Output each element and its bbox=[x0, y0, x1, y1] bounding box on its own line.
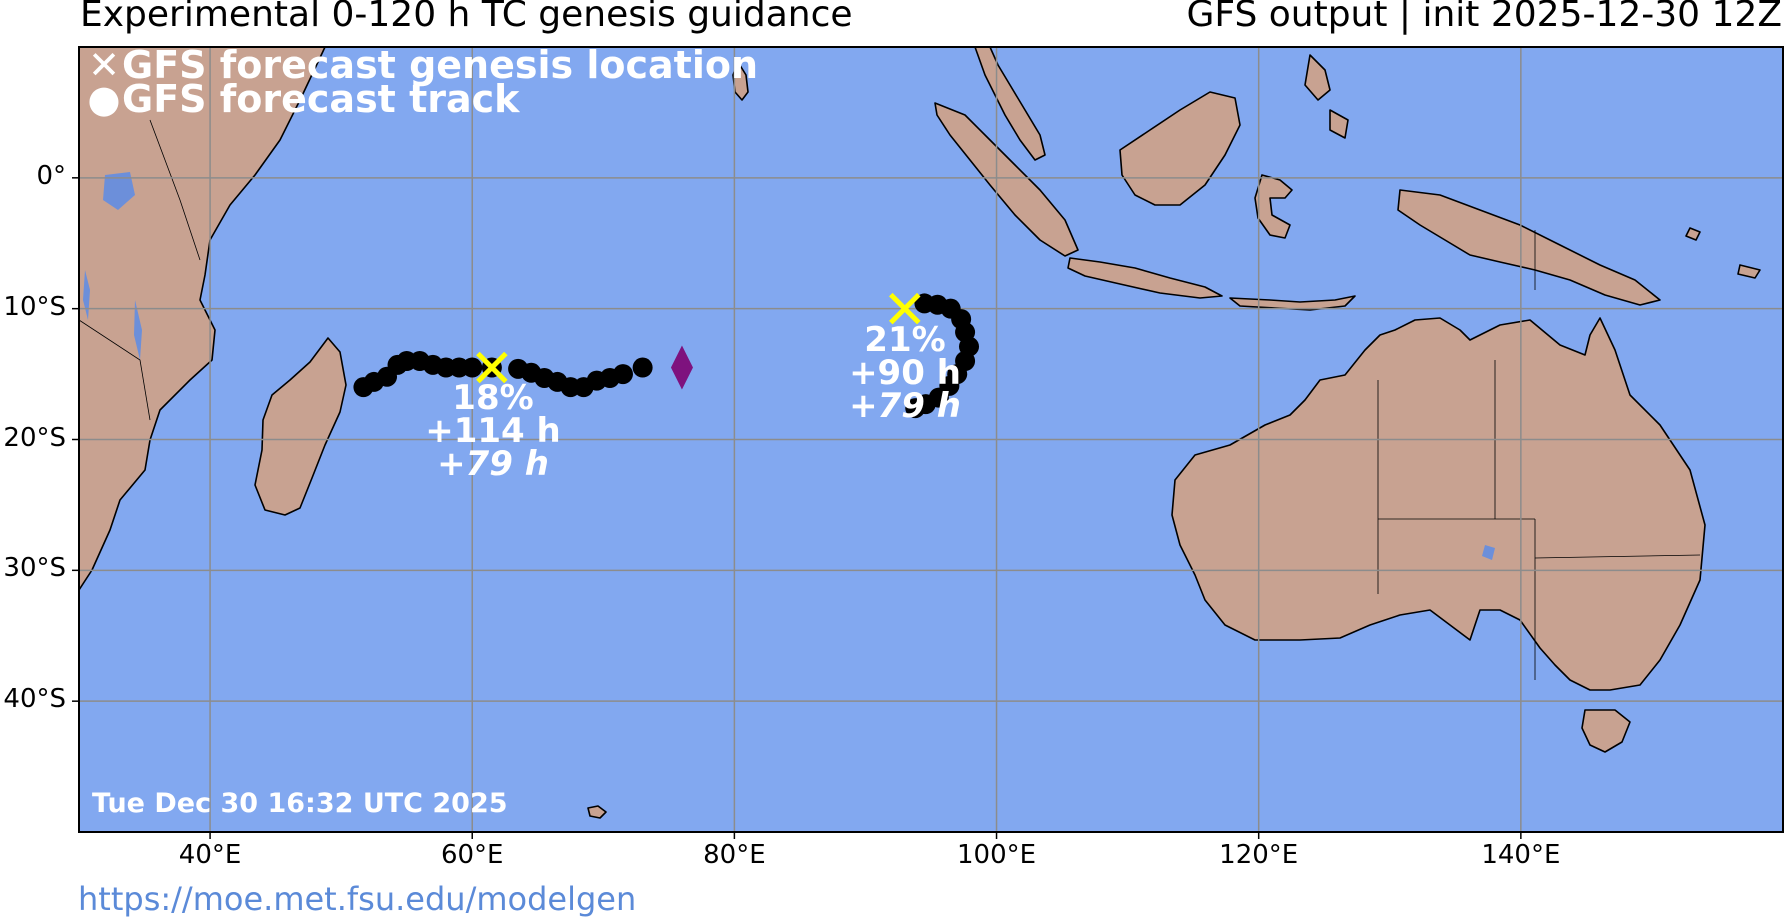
lon-label-40: 40°E bbox=[178, 840, 242, 870]
land-lesser-sunda bbox=[1229, 295, 1356, 311]
lat-label-s40: 40°S bbox=[3, 684, 66, 715]
storm-east-track-point bbox=[905, 398, 926, 419]
border-nsw-qld bbox=[1534, 554, 1701, 559]
land-sulawesi bbox=[1254, 174, 1293, 239]
generated-timestamp: Tue Dec 30 16:32 UTC 2025 bbox=[92, 788, 508, 819]
legend-track-label: GFS forecast track bbox=[122, 77, 520, 121]
land-sri-lanka bbox=[732, 61, 749, 101]
legend-track: ● GFS forecast track bbox=[86, 77, 758, 121]
forecast-tracks bbox=[353, 292, 980, 419]
storm-east-track bbox=[889, 292, 980, 419]
storm-west-track-point bbox=[632, 357, 653, 378]
lat-label-s30: 30°S bbox=[3, 553, 66, 584]
storm-west-genesis-x-icon bbox=[476, 351, 508, 384]
land-sumatra bbox=[934, 102, 1079, 257]
lake-malawi bbox=[134, 300, 142, 360]
lat-label-s20: 20°S bbox=[3, 422, 66, 453]
legend-genesis: ✕ GFS forecast genesis location bbox=[86, 43, 759, 87]
lon-label-120: 120°E bbox=[1219, 840, 1299, 870]
land-masses bbox=[79, 47, 1761, 819]
lon-label-100: 100°E bbox=[957, 840, 1037, 870]
storm-west-track-point bbox=[353, 377, 374, 398]
genesis-x-stroke bbox=[476, 351, 508, 384]
land-africa bbox=[79, 47, 326, 591]
x-marker-icon: ✕ bbox=[88, 43, 120, 87]
land-australia bbox=[1171, 317, 1706, 691]
storm-east-lead-time: +79 h bbox=[849, 386, 961, 426]
storm-east-stats: 21% +90 h +79 h bbox=[805, 320, 1005, 426]
land-tasmania bbox=[1581, 709, 1631, 753]
storm-west-track bbox=[353, 345, 693, 398]
lake-victoria bbox=[103, 172, 135, 210]
lon-label-140: 140°E bbox=[1481, 840, 1561, 870]
legend-genesis-label: GFS forecast genesis location bbox=[122, 43, 759, 87]
storm-east-probability: 21% bbox=[864, 320, 946, 360]
storm-east-genesis-x-icon bbox=[889, 292, 921, 325]
map-legend: ✕ GFS forecast genesis location ● GFS fo… bbox=[86, 43, 759, 121]
lake-tanganyika bbox=[83, 270, 90, 320]
lat-label-s10: 10°S bbox=[3, 291, 66, 322]
border-africa-2 bbox=[79, 319, 151, 421]
lon-label-60: 60°E bbox=[440, 840, 504, 870]
storm-east-genesis-time: +90 h bbox=[849, 353, 961, 393]
land-madagascar bbox=[254, 337, 347, 516]
land-new-guinea bbox=[1397, 189, 1661, 306]
storm-west-origin-marker bbox=[670, 345, 693, 390]
storm-west-lead-time: +79 h bbox=[437, 444, 549, 484]
dot-marker-icon: ● bbox=[87, 77, 121, 121]
land-malay-peninsula bbox=[974, 47, 1046, 161]
source-link[interactable]: https://moe.met.fsu.edu/modelgen bbox=[78, 880, 637, 918]
lake-eyre bbox=[1482, 545, 1495, 560]
land-philippines bbox=[1304, 54, 1349, 139]
storm-west-genesis-time: +114 h bbox=[425, 411, 561, 451]
map-title: Experimental 0-120 h TC genesis guidance bbox=[80, 0, 853, 35]
storm-west-stats: 18% +114 h +79 h bbox=[393, 378, 593, 484]
model-init-title: GFS output | init 2025-12-30 12Z bbox=[1186, 0, 1782, 35]
land-borneo bbox=[1119, 91, 1241, 206]
storm-west-track-point bbox=[508, 358, 529, 379]
storm-west-probability: 18% bbox=[452, 378, 534, 418]
x-axis-ticks bbox=[209, 832, 1522, 839]
inland-lakes bbox=[83, 172, 1495, 560]
y-axis-ticks bbox=[72, 177, 79, 702]
border-africa-1 bbox=[149, 119, 201, 261]
admin-borders bbox=[79, 119, 1701, 680]
genesis-x-stroke bbox=[889, 292, 921, 325]
lon-label-80: 80°E bbox=[703, 840, 766, 870]
lat-label-0: 0° bbox=[36, 160, 66, 191]
land-islands-misc bbox=[587, 227, 1761, 819]
land-java bbox=[1067, 257, 1223, 299]
